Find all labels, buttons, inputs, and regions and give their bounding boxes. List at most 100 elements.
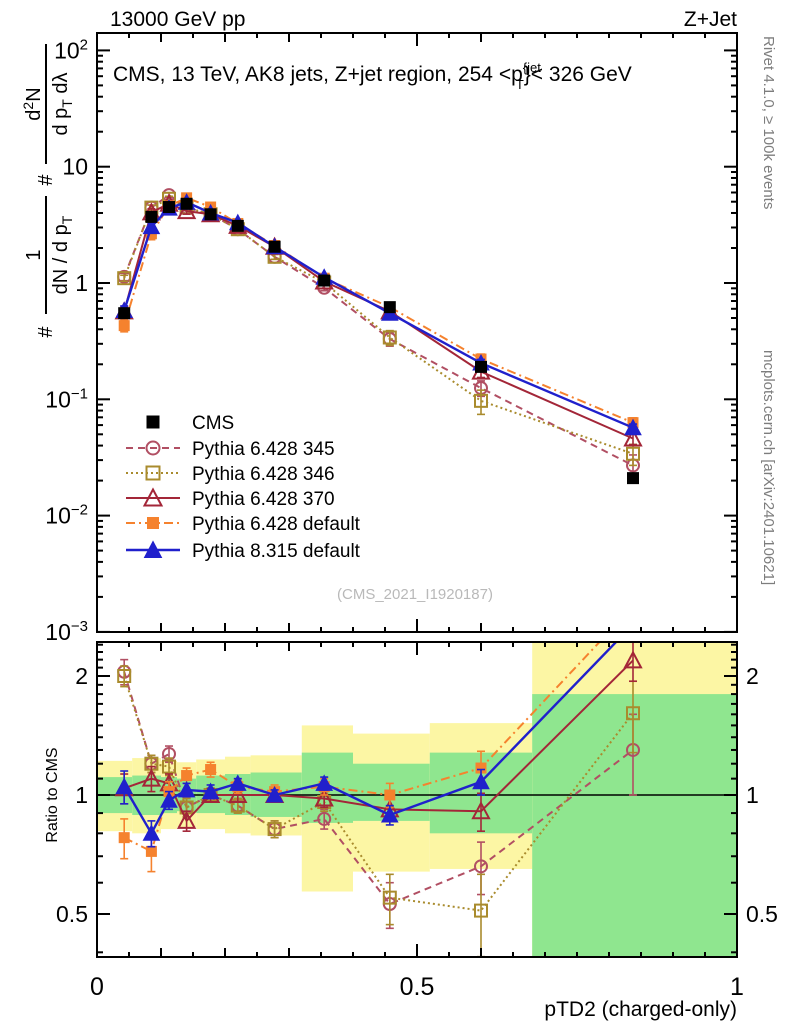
cms-data-marker	[268, 240, 281, 253]
ratio-marker	[623, 650, 643, 669]
x-tick-label: 0	[90, 973, 104, 1001]
ratio-marker	[382, 890, 397, 905]
legend-label-pythia-6428-345: Pythia 6.428 345	[192, 439, 335, 460]
main-line-pythia-6-428-default	[123, 196, 634, 424]
cms-data-marker	[475, 360, 487, 373]
ratio-marker	[228, 784, 248, 803]
cms-data-marker	[627, 472, 639, 485]
main-y-tick-label: 10	[62, 154, 88, 180]
main-y-tick-label: 102	[54, 36, 88, 63]
ylabel-frac1-den-sub: T	[59, 215, 75, 224]
ylabel-frac1-den-main: dN / d p	[50, 224, 72, 294]
ratio-y-tick-label: 0.5	[56, 901, 88, 927]
ylabel-frac2-num-exp: 2	[20, 102, 36, 110]
main-marker	[623, 428, 643, 447]
ratio-marker	[628, 601, 639, 612]
panel-title-sub: T	[516, 77, 524, 92]
header-beam-energy: 13000 GeV pp	[110, 8, 245, 31]
ylabel-frac2-den-main: d p	[50, 108, 72, 136]
main-line-pythia-8-315-default	[123, 200, 634, 429]
ratio-marker	[315, 774, 334, 791]
ratio-y-tick-label-right: 2	[746, 663, 759, 689]
cms-data-marker	[180, 197, 193, 210]
main-y-axis-label: # 1 dN / d pT # d2N d pT dλ	[20, 44, 75, 338]
ratio-marker	[265, 785, 284, 803]
watermark-analysis-id: (CMS_2021_I1920187)	[337, 586, 493, 603]
cms-data-marker	[118, 307, 131, 320]
ratio-marker	[145, 845, 157, 857]
mcplots-arxiv-note: mcplots.cern.ch [arXiv:2401.10621]	[760, 350, 777, 585]
ylabel-hash-1: #	[35, 326, 57, 338]
cms-data-marker	[231, 219, 244, 232]
ratio-series-layer	[97, 601, 737, 957]
main-marker	[382, 330, 397, 345]
cms-data-marker	[318, 274, 331, 287]
legend-label-pythia-6428-370: Pythia 6.428 370	[192, 489, 335, 510]
main-marker	[474, 393, 488, 408]
ratio-marker	[177, 780, 196, 798]
ratio-marker	[118, 832, 130, 844]
ratio-marker	[474, 859, 488, 874]
ratio-marker	[471, 801, 491, 820]
ratio-marker	[117, 669, 132, 683]
ratio-marker	[380, 805, 399, 823]
header-process: Z+Jet	[684, 8, 737, 31]
main-y-tick-label: 1	[75, 270, 88, 296]
ratio-marker	[475, 762, 487, 774]
ratio-marker	[181, 770, 193, 782]
ratio-line-pythia-6-428-370	[123, 659, 634, 823]
legend-label-cms: CMS	[192, 413, 234, 434]
ratio-marker	[142, 824, 161, 841]
ylabel-frac1-num: 1	[23, 249, 45, 260]
ratio-marker	[474, 903, 488, 918]
cms-data-marker	[204, 208, 217, 221]
ratio-line-pythia-6-428-346	[123, 675, 634, 912]
ratio-y-tick-label: 1	[75, 782, 88, 808]
main-marker	[176, 200, 197, 220]
main-line-pythia-6-428-370	[123, 202, 634, 440]
ratio-y-axis-label: Ratio to CMS	[44, 747, 61, 842]
main-marker	[624, 418, 642, 436]
ratio-marker	[317, 811, 332, 826]
main-y-tick-label: 10−1	[45, 385, 88, 412]
ylabel-hash-2: #	[35, 174, 57, 186]
ylabel-frac2-den: d pT dλ	[50, 72, 75, 135]
legend-label-pythia-8315-default: Pythia 8.315 default	[192, 541, 361, 562]
legend-marker	[142, 487, 164, 507]
ratio-marker	[205, 764, 217, 776]
x-axis-label: pTD2 (charged-only)	[544, 998, 737, 1021]
legend-marker	[145, 440, 161, 456]
panel-title-sup: {jet	[523, 60, 541, 75]
cms-data-marker	[383, 301, 396, 314]
ratio-marker	[625, 616, 641, 631]
panel-title-prefix: CMS, 13 TeV, AK8 jets, Z+jet region, 254…	[113, 63, 523, 86]
legend-marker	[143, 540, 163, 558]
axes-frames-layer: 102 10 1 10−1 10−2 10−3 0.5 0.5 1 1 2 2 0 0.5 1	[45, 32, 778, 1001]
ratio-y-tick-label: 2	[75, 663, 88, 689]
main-marker	[626, 446, 640, 461]
ratio-marker	[160, 791, 178, 808]
legend-marker	[147, 517, 159, 529]
ratio-marker	[162, 759, 176, 774]
ratio-marker	[115, 777, 134, 795]
x-tick-label: 0.5	[400, 973, 435, 1001]
ratio-marker	[141, 768, 162, 787]
ratio-marker	[472, 772, 490, 790]
legend-label-pythia-6428-default: Pythia 6.428 default	[192, 514, 361, 535]
ratio-y-tick-label-right: 0.5	[746, 901, 778, 927]
main-y-tick-label: 10−2	[45, 502, 88, 529]
x-tick-label: 1	[730, 973, 744, 1001]
main-y-tick-label: 10−3	[45, 618, 88, 645]
ylabel-frac2-num-N: N	[23, 87, 45, 101]
ratio-marker	[176, 810, 197, 829]
ylabel-frac2-den-tail: dλ	[50, 72, 72, 99]
legend-markers-layer	[126, 415, 180, 558]
rivet-version-note: Rivet 4.1.0, ≥ 100k events	[760, 36, 777, 209]
main-marker	[118, 320, 130, 332]
ylabel-frac2-num: d2N	[20, 87, 45, 120]
ylabel-frac1-den: dN / d pT	[50, 215, 75, 294]
cms-data-marker	[145, 210, 158, 223]
legend-label-pythia-6428-346: Pythia 6.428 346	[192, 464, 335, 485]
cms-data-marker	[163, 201, 175, 214]
